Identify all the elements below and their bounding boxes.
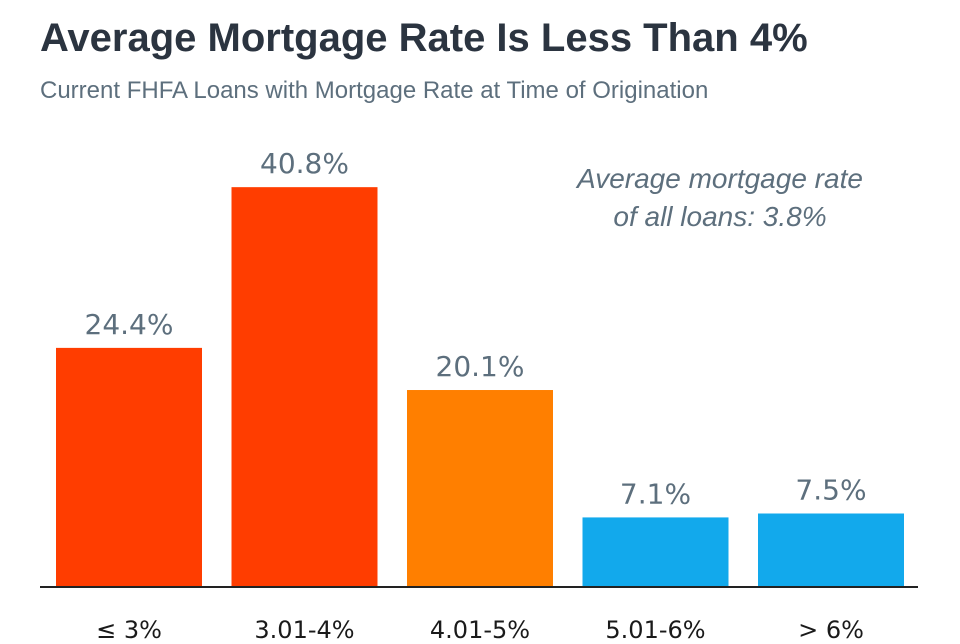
- annotation-line-1: Average mortgage rate: [577, 163, 863, 194]
- category-label-3: 4.01-5%: [430, 616, 530, 644]
- data-label-2: 40.8%: [260, 147, 349, 180]
- bar-5: [758, 513, 904, 587]
- chart-title: Average Mortgage Rate Is Less Than 4%: [40, 16, 808, 60]
- category-label-2: 3.01-4%: [254, 616, 354, 644]
- category-label-1: ≤ 3%: [96, 616, 162, 644]
- bar-2: [231, 187, 378, 587]
- data-label-5: 7.5%: [795, 474, 866, 507]
- data-label-1: 24.4%: [85, 308, 174, 341]
- category-label-5: > 6%: [798, 616, 864, 644]
- data-label-4: 7.1%: [620, 477, 691, 510]
- category-label-4: 5.01-6%: [605, 616, 705, 644]
- chart-subtitle: Current FHFA Loans with Mortgage Rate at…: [40, 77, 709, 104]
- bar-4: [582, 517, 729, 587]
- bar-3: [407, 390, 553, 587]
- annotation-line-2: of all loans: 3.8%: [613, 201, 827, 232]
- average-rate-annotation: Average mortgage rate of all loans: 3.8%: [520, 160, 920, 236]
- bar-1: [56, 347, 202, 587]
- data-label-3: 20.1%: [436, 350, 525, 383]
